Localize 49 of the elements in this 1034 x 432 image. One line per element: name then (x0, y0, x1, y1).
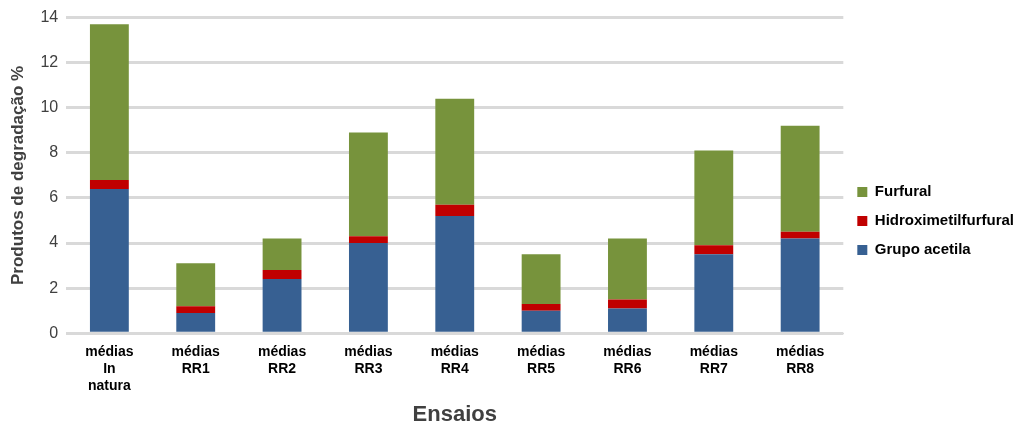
y-tick-label: 14 (40, 8, 59, 26)
bar (780, 238, 820, 332)
bar (435, 204, 475, 216)
bar (780, 231, 820, 239)
x-tick-label: médias RR2 (257, 343, 307, 377)
legend-label: Hidroximetilfurfural (874, 211, 1015, 229)
bar (348, 132, 388, 237)
y-tick-label: 2 (49, 278, 59, 296)
legend-label: Furfural (874, 182, 932, 200)
bar (176, 306, 216, 313)
legend-label: Grupo acetila (874, 240, 972, 258)
y-tick-label: 10 (40, 98, 59, 116)
y-tick-label: 8 (49, 143, 59, 161)
bar (262, 279, 302, 332)
y-tick-label: 0 (49, 323, 59, 341)
bar (435, 215, 475, 332)
bar (694, 254, 734, 332)
bar (89, 24, 129, 180)
bar (780, 125, 820, 232)
x-tick-label: médias RR4 (430, 343, 480, 377)
bar (694, 245, 734, 255)
bar (262, 270, 302, 280)
bar (348, 243, 388, 332)
y-axis-title: Produtos de degradação % (7, 65, 27, 285)
x-tick-label: médias RR1 (171, 343, 221, 377)
bar (608, 299, 647, 309)
bar (262, 238, 302, 271)
x-tick-label: médias RR3 (344, 343, 393, 377)
x-tick-label: médias In natura (85, 343, 134, 394)
x-tick-label: médias RR6 (603, 343, 652, 377)
bar (176, 312, 216, 332)
bar (89, 188, 129, 332)
bar (694, 150, 734, 246)
y-tick-label: 6 (49, 188, 59, 206)
bar (521, 310, 561, 332)
x-axis-title: Ensaios (412, 400, 497, 426)
bar (521, 303, 561, 311)
bar (348, 236, 388, 244)
x-tick-label: médias RR7 (689, 343, 739, 377)
bar (176, 263, 216, 307)
y-tick-label: 12 (40, 53, 59, 71)
x-tick-label: médias RR8 (776, 343, 825, 377)
bar (608, 238, 647, 300)
x-tick-label: médias RR5 (516, 343, 566, 377)
bar (89, 179, 129, 189)
bar (521, 254, 561, 304)
bar (435, 98, 475, 205)
y-tick-label: 4 (49, 233, 59, 251)
bar (608, 308, 647, 332)
